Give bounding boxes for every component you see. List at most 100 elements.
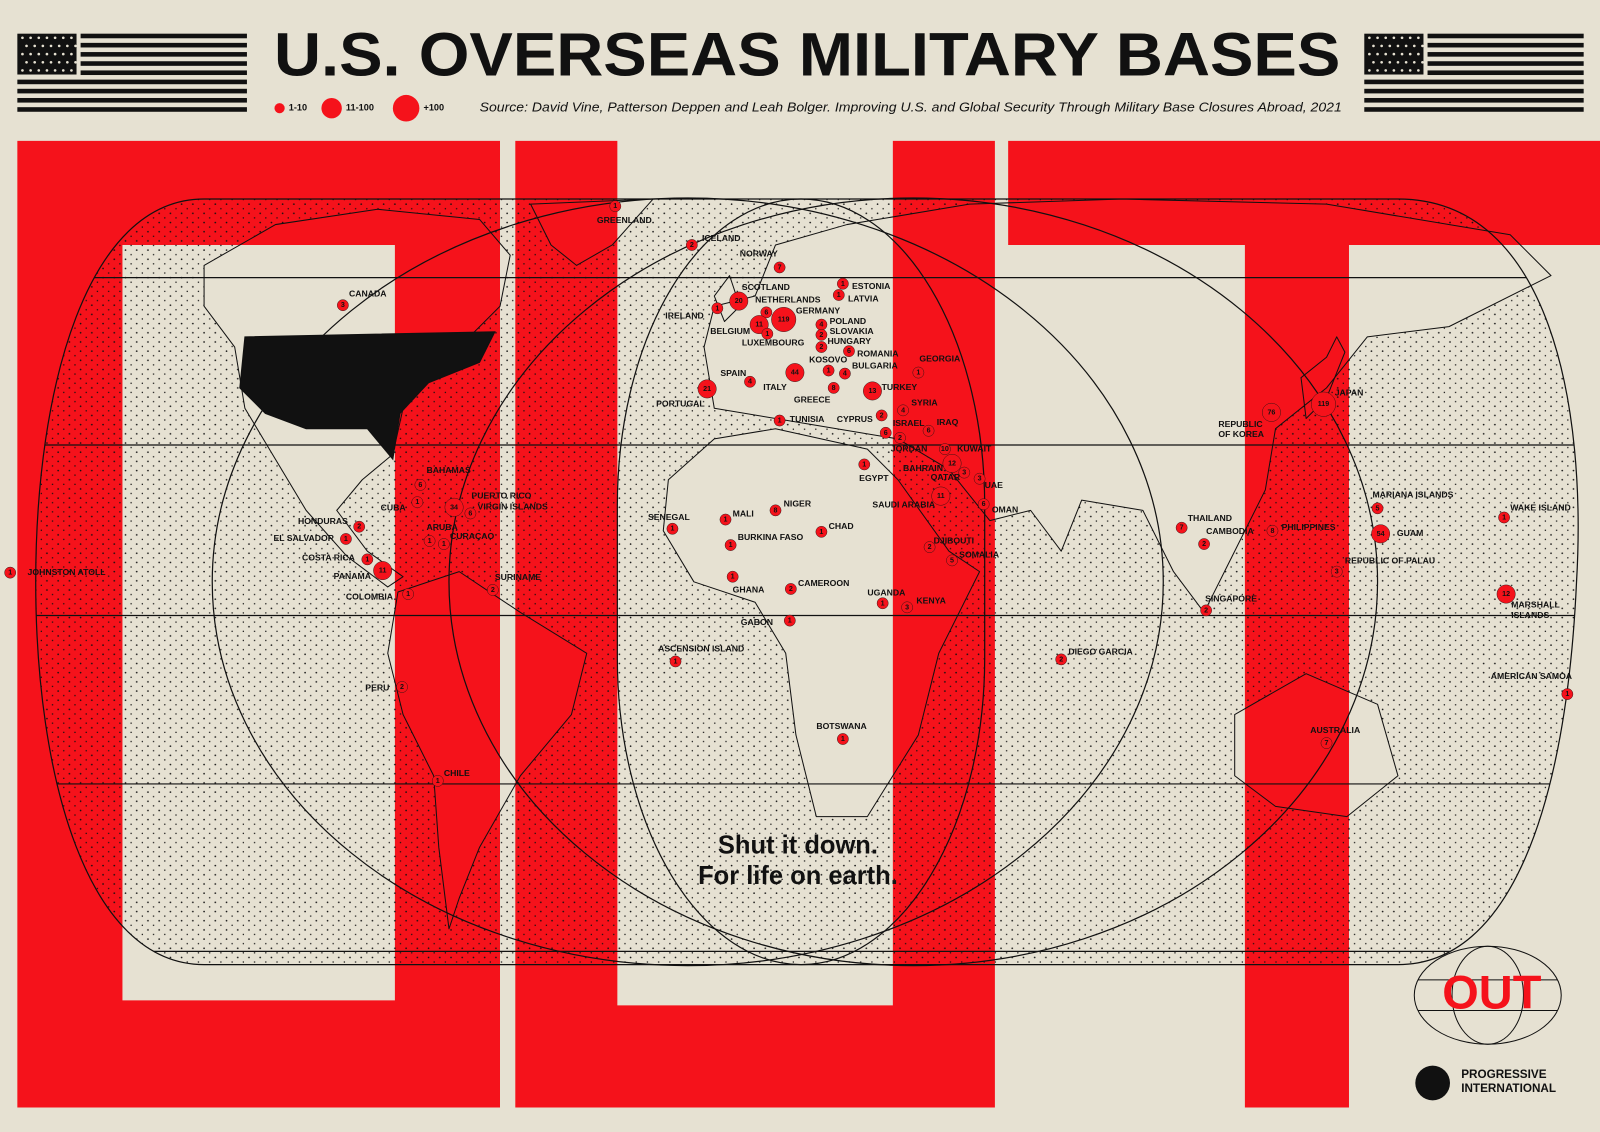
base-name: COSTA RICA bbox=[302, 553, 356, 563]
base: 3 CANADA bbox=[337, 288, 387, 312]
base: 2 DIEGO GARCIA bbox=[1055, 647, 1134, 666]
base-name: BAHAMAS bbox=[427, 465, 471, 475]
base-marker bbox=[837, 277, 849, 290]
base-count: 4 bbox=[901, 406, 905, 414]
base-name: ASCENSION ISLAND bbox=[658, 643, 744, 653]
base: 1 GABON bbox=[741, 614, 796, 627]
base-marker bbox=[669, 655, 682, 668]
base-count: 2 bbox=[819, 343, 823, 351]
title: U.S. OVERSEAS MILITARY BASES bbox=[274, 20, 1340, 88]
base-count: 34 bbox=[450, 503, 458, 511]
base-marker bbox=[815, 341, 828, 353]
base: 1 CUBA bbox=[381, 496, 424, 513]
base-name: SYRIA bbox=[911, 397, 938, 407]
base-name: AMERICAN SAMOA bbox=[1491, 671, 1573, 681]
source: Source: David Vine, Patterson Deppen and… bbox=[480, 100, 1342, 115]
base-count: 2 bbox=[357, 523, 361, 531]
base-marker bbox=[1200, 604, 1212, 617]
flag bbox=[17, 33, 247, 112]
base-count: 7 bbox=[778, 263, 782, 271]
base-name: SPAIN bbox=[720, 368, 746, 378]
base-count: 6 bbox=[468, 509, 472, 517]
legend-label: 11-100 bbox=[346, 103, 374, 113]
base-count: 12 bbox=[1502, 590, 1510, 598]
base: 1 EGYPT bbox=[858, 458, 889, 483]
base-marker bbox=[340, 533, 352, 545]
base-name: ROMANIA bbox=[857, 348, 899, 358]
base: 1 AMERICAN SAMOA bbox=[1491, 671, 1574, 700]
base-count: 2 bbox=[491, 586, 495, 594]
base-count: 1 bbox=[613, 202, 617, 210]
base-count: 8 bbox=[774, 506, 778, 514]
base-name: QATAR bbox=[931, 472, 961, 482]
land bbox=[203, 198, 1552, 930]
base: 2 HUNGARY bbox=[815, 336, 871, 353]
base-marker bbox=[876, 597, 889, 610]
base-marker bbox=[411, 496, 424, 509]
base-name: KENYA bbox=[916, 596, 946, 606]
base: 1 ASCENSION ISLAND bbox=[658, 643, 744, 668]
base-name: EGYPT bbox=[859, 473, 889, 483]
base: 2 HONDURAS bbox=[298, 516, 365, 533]
base: 6 ROMANIA bbox=[843, 345, 899, 358]
base-count: 1 bbox=[729, 541, 733, 549]
legend-marker bbox=[392, 94, 420, 122]
base-marker bbox=[822, 364, 835, 377]
base-count: 21 bbox=[703, 385, 711, 393]
base-name: PUERTO RICO bbox=[471, 490, 531, 500]
base-count: 1 bbox=[415, 498, 419, 506]
base: 1 JOHNSTON ATOLL bbox=[4, 566, 106, 579]
base-marker bbox=[773, 414, 786, 427]
base-marker bbox=[724, 539, 737, 551]
logo-mark: OUT bbox=[1442, 966, 1541, 1018]
base: 8 NIGER bbox=[769, 499, 812, 517]
base-marker bbox=[946, 554, 958, 567]
base-count: 2 bbox=[898, 434, 902, 442]
base-count: 6 bbox=[884, 429, 888, 437]
base-name: HONDURAS bbox=[298, 516, 348, 526]
base-count: 119 bbox=[778, 315, 790, 323]
base: 1 EL SALVADOR bbox=[273, 533, 352, 545]
base-marker bbox=[1330, 565, 1343, 578]
base-count: 8 bbox=[1270, 527, 1274, 535]
base-count: 1 bbox=[436, 777, 440, 785]
base-count: 6 bbox=[927, 427, 931, 435]
base: 6 ISRAEL bbox=[879, 418, 925, 439]
base-count: 1 bbox=[406, 590, 410, 598]
base-count: 54 bbox=[1377, 530, 1385, 538]
base-count: 11 bbox=[755, 321, 763, 329]
base-name: ISLANDS bbox=[1511, 610, 1549, 620]
base-name: SINGAPORE bbox=[1205, 593, 1257, 603]
base: 44 ITALY bbox=[763, 363, 805, 392]
base-marker bbox=[686, 239, 698, 251]
base-marker bbox=[666, 522, 679, 535]
base-name: DJIBOUTI bbox=[934, 535, 974, 545]
base: 1 KOSOVO bbox=[809, 355, 847, 377]
base-name: AUSTRALIA bbox=[1310, 725, 1361, 735]
base-name: ARUBA bbox=[427, 522, 459, 532]
base-name: GUAM bbox=[1397, 528, 1423, 538]
base-name: IRELAND bbox=[665, 311, 703, 321]
base-count: 1 bbox=[8, 569, 12, 577]
base-name: MARSHALL bbox=[1511, 600, 1560, 610]
base-count: 1 bbox=[862, 460, 866, 468]
base-count: 3 bbox=[905, 603, 909, 611]
base: 7 AUSTRALIA bbox=[1310, 725, 1361, 749]
base-marker bbox=[396, 681, 408, 693]
base-count: 10 bbox=[941, 445, 949, 453]
base-count: 6 bbox=[982, 500, 986, 508]
base-count: 1 bbox=[1565, 690, 1569, 698]
base-name: TUNISIA bbox=[790, 414, 825, 424]
base: 3 REPUBLIC OF PALAU bbox=[1330, 556, 1435, 578]
base-marker bbox=[875, 409, 888, 422]
base-name: CANADA bbox=[349, 288, 387, 298]
base-count: 5 bbox=[1376, 504, 1380, 512]
base-marker bbox=[1311, 391, 1336, 417]
base-marker bbox=[939, 443, 951, 455]
base-count: 3 bbox=[978, 475, 982, 483]
